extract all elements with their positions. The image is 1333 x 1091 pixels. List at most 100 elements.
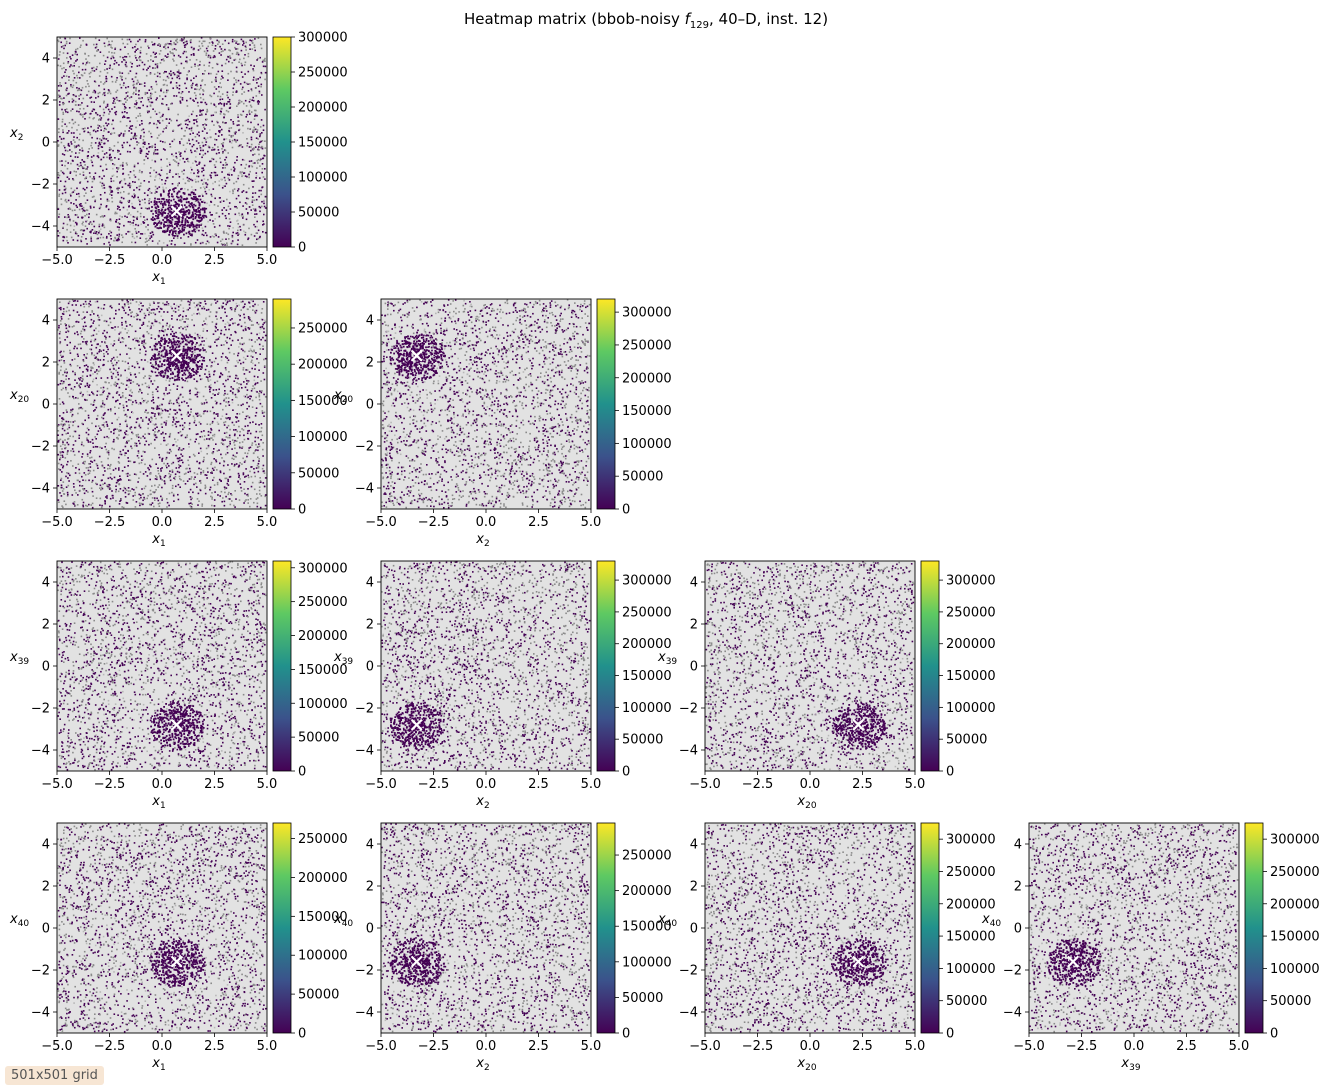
cluster-cell (170, 204, 172, 207)
heatmap-cell (94, 409, 96, 411)
heatmap-cell (199, 447, 202, 450)
heatmap-cell (108, 154, 111, 157)
heatmap-cell (150, 55, 152, 57)
heatmap-cell (118, 135, 121, 137)
heatmap-cell (102, 83, 105, 85)
cluster-cell (155, 212, 158, 214)
heatmap-cell (119, 134, 121, 136)
heatmap-cell (190, 113, 193, 116)
heatmap-cell (150, 136, 153, 138)
heatmap-cell (159, 322, 162, 325)
heatmap-cell (197, 307, 199, 310)
title-suffix: , 40–D, inst. 12) (709, 10, 828, 28)
heatmap-cell (264, 57, 266, 60)
heatmap-cell (244, 452, 246, 454)
heatmap-cell (124, 320, 127, 323)
heatmap-cell (60, 97, 62, 100)
heatmap-cell (71, 119, 74, 122)
heatmap-cell (160, 443, 162, 445)
heatmap-cell (72, 424, 74, 427)
heatmap-cell (226, 301, 229, 304)
heatmap-cell (115, 376, 117, 378)
heatmap-cell (86, 427, 89, 430)
cluster-cell (197, 215, 200, 218)
heatmap-cell (129, 70, 132, 72)
heatmap-cell (237, 239, 239, 241)
heatmap-cell (233, 131, 236, 134)
heatmap-cell (214, 174, 217, 177)
heatmap-cell (243, 102, 245, 105)
heatmap-cell (82, 311, 85, 313)
heatmap-cell (62, 52, 65, 54)
heatmap-cell (141, 61, 144, 64)
heatmap-cell (222, 185, 225, 187)
heatmap-cell (235, 206, 237, 208)
heatmap-cell (72, 239, 75, 241)
cluster-cell (195, 226, 198, 229)
heatmap-cell (152, 233, 155, 236)
heatmap-cell (205, 399, 207, 401)
heatmap-cell (241, 428, 243, 430)
heatmap-cell (151, 240, 154, 242)
heatmap-cell (153, 308, 156, 311)
heatmap-panel-2: −5.0 −2.5 0.0 2.5 5.0−4−2024x1x2005000010000… (9, 298, 348, 549)
heatmap-cell (240, 62, 243, 65)
heatmap-cell (133, 488, 135, 491)
heatmap-cell (174, 478, 176, 481)
cluster-cell (158, 198, 161, 201)
heatmap-cell (154, 53, 156, 55)
heatmap-cell (172, 416, 175, 419)
heatmap-cell (156, 63, 159, 65)
y-tick-label: −2 (31, 178, 50, 193)
heatmap-cell (235, 91, 237, 93)
heatmap-cell (110, 46, 112, 48)
heatmap-cell (211, 44, 214, 46)
heatmap-cell (125, 388, 127, 390)
heatmap-cell (124, 413, 127, 416)
heatmap-cell (193, 100, 195, 102)
heatmap-cell (128, 399, 130, 401)
heatmap-cell (79, 93, 82, 96)
heatmap-cell (148, 47, 150, 49)
heatmap-cell (87, 83, 89, 85)
heatmap-cell (157, 305, 160, 308)
heatmap-cell (205, 47, 208, 50)
heatmap-cell (233, 504, 235, 507)
heatmap-cell (145, 155, 147, 158)
heatmap-cell (150, 92, 152, 95)
heatmap-cell (136, 79, 139, 82)
heatmap-cell (250, 320, 253, 322)
heatmap-cell (126, 332, 128, 334)
heatmap-cell (182, 310, 185, 313)
heatmap-cell (150, 97, 152, 100)
heatmap-cell (139, 185, 142, 187)
cluster-cell (168, 233, 171, 236)
heatmap-cell (214, 233, 217, 235)
heatmap-cell (125, 401, 128, 403)
heatmap-cell (150, 327, 152, 329)
heatmap-cell (255, 172, 258, 174)
heatmap-cell (161, 479, 163, 481)
heatmap-cell (72, 99, 75, 102)
heatmap-cell (122, 383, 125, 385)
heatmap-cell (243, 230, 245, 233)
heatmap-cell (196, 85, 199, 87)
heatmap-cell (98, 232, 100, 234)
heatmap-cell (169, 389, 172, 391)
heatmap-cell (228, 227, 230, 230)
heatmap-cell (106, 497, 108, 499)
heatmap-cell (110, 75, 113, 78)
heatmap-cell (138, 169, 141, 172)
heatmap-cell (176, 38, 178, 41)
optimum-marker (171, 205, 183, 217)
heatmap-cell (123, 409, 125, 412)
heatmap-cell (195, 59, 198, 61)
heatmap-cell (231, 448, 233, 450)
heatmap-cell (181, 224, 184, 226)
heatmap-cell (136, 48, 139, 50)
heatmap-cell (139, 107, 141, 109)
heatmap-cell (236, 232, 239, 234)
heatmap-cell (202, 109, 204, 111)
heatmap-cell (257, 148, 259, 151)
heatmap-cell (254, 114, 257, 117)
